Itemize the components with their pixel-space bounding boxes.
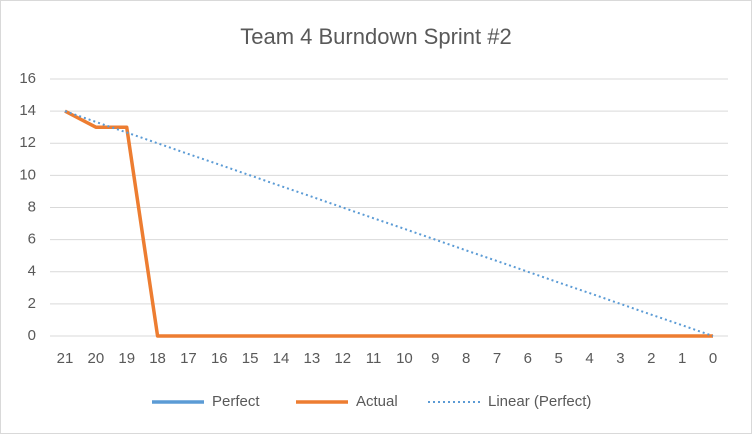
x-tick-label: 20: [88, 350, 105, 367]
legend-label: Perfect: [212, 393, 260, 410]
x-tick-label: 13: [304, 350, 321, 367]
x-tick-label: 4: [585, 350, 593, 367]
series-line: [64, 109, 713, 338]
series-line: [64, 110, 714, 337]
y-tick-label: 0: [28, 327, 36, 344]
x-tick-label: 18: [149, 350, 166, 367]
y-tick-label: 4: [28, 263, 36, 280]
x-tick-label: 11: [366, 350, 382, 367]
x-tick-label: 2: [647, 350, 655, 367]
x-tick-label: 7: [493, 350, 501, 367]
y-tick-label: 6: [28, 231, 36, 248]
x-tick-label: 12: [334, 350, 351, 367]
y-tick-label: 16: [19, 70, 36, 87]
x-tick-label: 21: [57, 350, 74, 367]
x-tick-label: 1: [678, 350, 686, 367]
x-tick-label: 19: [118, 350, 135, 367]
y-tick-label: 8: [28, 198, 36, 215]
x-tick-label: 0: [709, 350, 717, 367]
y-tick-label: 10: [19, 166, 36, 183]
x-tick-label: 14: [273, 350, 290, 367]
y-tick-label: 2: [28, 295, 36, 312]
legend-label: Linear (Perfect): [488, 393, 591, 410]
x-tick-label: 8: [462, 350, 470, 367]
legend-label: Actual: [356, 393, 398, 410]
x-tick-label: 3: [616, 350, 624, 367]
x-tick-label: 16: [211, 350, 228, 367]
x-tick-label: 6: [524, 350, 532, 367]
x-tick-label: 17: [180, 350, 197, 367]
x-tick-label: 15: [242, 350, 259, 367]
y-tick-label: 12: [19, 134, 36, 151]
x-tick-label: 10: [396, 350, 413, 367]
chart-title: Team 4 Burndown Sprint #2: [240, 24, 512, 49]
x-tick-label: 5: [555, 350, 563, 367]
y-tick-label: 14: [19, 102, 36, 119]
x-tick-label: 9: [431, 350, 439, 367]
